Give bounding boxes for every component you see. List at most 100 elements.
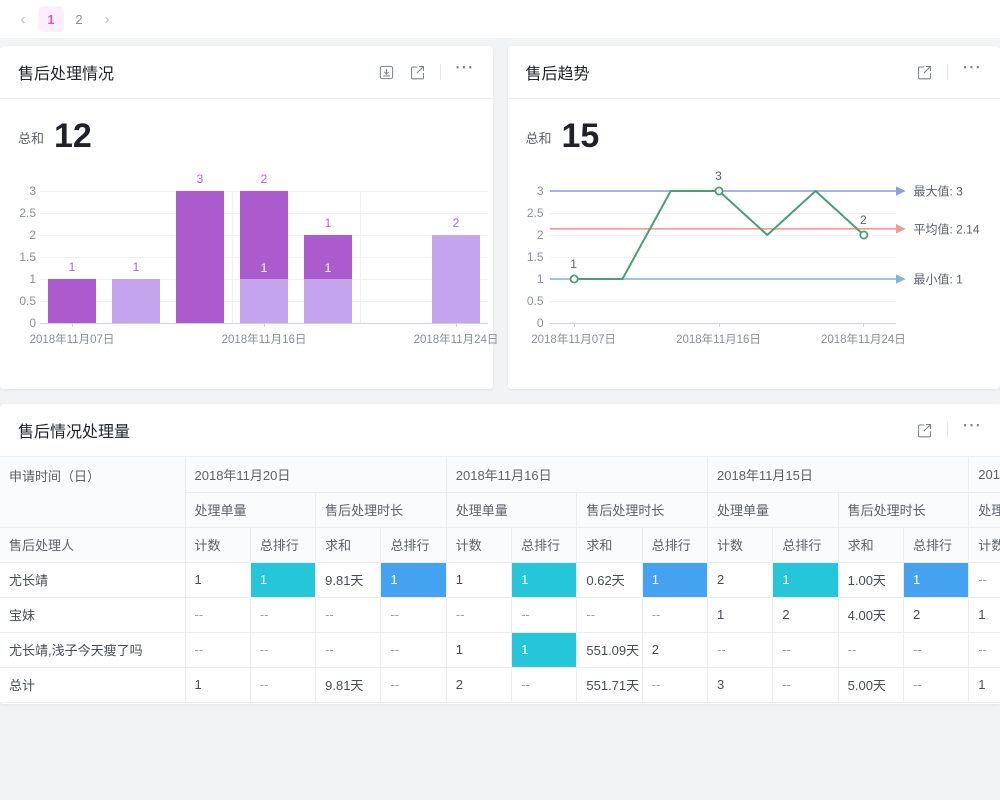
bar-segment-dark[interactable] xyxy=(176,191,224,323)
y-tick-label: 1 xyxy=(29,272,36,286)
table-sub-header[interactable]: 总排行 xyxy=(250,527,317,563)
table-metric-header[interactable]: 处理单量 xyxy=(446,492,578,528)
table-cell: -- xyxy=(185,632,251,668)
table-cell: -- xyxy=(838,632,904,668)
table-cell-highlighted: 1 xyxy=(250,562,317,598)
table-sub-header[interactable]: 求和 xyxy=(315,527,382,563)
table-row[interactable]: 尤长靖,浅子今天瘦了吗 -- -- -- -- 1 1 551.09天 2 -- -- -- -- -- xyxy=(0,632,1000,668)
table-date-group-header[interactable]: 2018年11月15日 xyxy=(707,457,970,493)
bar-stack[interactable] xyxy=(112,279,160,323)
x-tick-label: 2018年11月24日 xyxy=(413,334,499,346)
bar-stack[interactable] xyxy=(176,191,224,323)
gridline xyxy=(549,235,896,236)
table-cell-highlighted: 1 xyxy=(511,632,578,668)
table-sub-header[interactable]: 求和 xyxy=(576,527,643,563)
table-metric-header[interactable]: 售后处理时长 xyxy=(576,492,708,528)
table-cell: -- xyxy=(968,562,1000,598)
table-row-label: 尤长靖 xyxy=(0,562,186,598)
table-cell: 1.00天 xyxy=(838,562,904,598)
table-row[interactable]: 总计 1 -- 9.81天 -- 2 -- 551.71天 -- 3 -- 5.00天 -- 1 xyxy=(0,667,1000,703)
table-row-label: 总计 xyxy=(0,667,186,703)
kpi-label: 总和 xyxy=(18,131,45,146)
chevron-right-icon[interactable]: › xyxy=(104,10,110,28)
table-cell: 551.09天 xyxy=(576,632,643,668)
table-scroll-area[interactable]: 申请时间（日） 2018年11月20日 2018年11月16日 2018年11月15日… xyxy=(0,457,1000,703)
table-sub-header[interactable]: 计数 xyxy=(446,527,513,563)
table-cell: 1 xyxy=(446,562,513,598)
bar-segment-light[interactable] xyxy=(112,279,160,323)
data-point[interactable] xyxy=(858,230,868,240)
data-point[interactable] xyxy=(713,186,723,196)
table-sub-header[interactable]: 求和 xyxy=(838,527,904,563)
external-link-icon[interactable] xyxy=(916,64,933,81)
bar-stack[interactable] xyxy=(432,235,480,323)
table-metric-header[interactable]: 处理单量 xyxy=(707,492,839,528)
table-date-group-header[interactable]: 2018 xyxy=(968,457,1000,493)
y-axis: 0 0.5 1 1.5 2 2.5 3 xyxy=(508,163,544,353)
table-sub-header[interactable]: 总排行 xyxy=(380,527,447,563)
data-point-label: 3 xyxy=(715,169,722,183)
line-chart-svg xyxy=(549,186,906,284)
y-tick-label: 0.5 xyxy=(19,294,36,308)
y-tick-label: 1.5 xyxy=(526,250,544,264)
bar-segment-light[interactable] xyxy=(432,235,480,323)
table-cell: -- xyxy=(380,632,447,668)
bar-segment-dark[interactable]: 1 xyxy=(240,191,288,279)
table-sub-header[interactable]: 计数 xyxy=(968,527,1000,563)
bar-stack[interactable]: 1 xyxy=(240,191,288,323)
data-point-label: 1 xyxy=(570,257,577,271)
bar-segment-dark[interactable] xyxy=(48,279,96,323)
table-metric-header[interactable]: 售后处理时长 xyxy=(838,492,970,528)
divider xyxy=(947,422,948,438)
external-link-icon[interactable] xyxy=(916,422,933,439)
line-series[interactable] xyxy=(573,189,865,280)
table-sub-header[interactable]: 计数 xyxy=(707,527,774,563)
table-metric-header[interactable]: 售后处理时长 xyxy=(315,492,447,528)
table-row[interactable]: 尤长靖 1 1 9.81天 1 1 1 0.62天 1 2 1 1.00天 1 -- xyxy=(0,562,1000,598)
reference-line-label: 平均值: 2.14 xyxy=(913,222,980,237)
pagination-page-2[interactable]: 2 xyxy=(75,11,83,27)
bar-inner-label: 1 xyxy=(324,261,332,275)
table-cell: 1 xyxy=(185,562,251,598)
pagination: ‹ 1 2 › xyxy=(0,0,1000,38)
table-row-label: 宝妹 xyxy=(0,597,186,633)
x-tick-label: 2018年11月16日 xyxy=(676,334,761,346)
table-date-group-header[interactable]: 2018年11月16日 xyxy=(446,457,709,493)
bar-segment-dark[interactable]: 1 xyxy=(304,235,352,279)
table-cell: -- xyxy=(315,632,382,668)
table-sub-header[interactable]: 总排行 xyxy=(903,527,970,563)
download-icon[interactable] xyxy=(378,64,395,81)
bar-stack[interactable]: 1 xyxy=(304,235,352,323)
table-sub-header[interactable]: 计数 xyxy=(185,527,251,563)
table-sub-header[interactable]: 总排行 xyxy=(772,527,839,563)
chevron-left-icon[interactable]: ‹ xyxy=(20,10,26,28)
table-metric-header[interactable]: 处理单 xyxy=(968,492,1000,528)
table-cell: 551.71天 xyxy=(576,667,643,703)
bar-segment-light[interactable] xyxy=(304,279,352,323)
external-link-icon[interactable] xyxy=(409,64,426,81)
data-point[interactable] xyxy=(569,274,579,284)
table-sub-header[interactable]: 总排行 xyxy=(511,527,578,563)
y-tick-label: 3 xyxy=(536,184,544,198)
table-cell: -- xyxy=(380,667,447,703)
bar-segment-light[interactable] xyxy=(240,279,288,323)
table-row[interactable]: 宝妹 -- -- -- -- -- -- -- -- 1 2 4.00天 2 1 xyxy=(0,597,1000,633)
card-header: 售后趋势 ⋯ xyxy=(507,46,1000,99)
kpi-value: 12 xyxy=(54,117,92,155)
more-icon[interactable]: ⋯ xyxy=(454,57,475,78)
bar-stack[interactable] xyxy=(48,279,96,323)
table-date-group-header[interactable]: 2018年11月20日 xyxy=(185,457,447,493)
more-icon[interactable]: ⋯ xyxy=(962,415,982,436)
table-cell: 1 xyxy=(707,597,774,633)
table-metric-header[interactable]: 处理单量 xyxy=(185,492,317,528)
card-header-actions: ⋯ xyxy=(916,57,982,81)
pagination-page-1[interactable]: 1 xyxy=(38,6,64,32)
table-header-row-dates: 申请时间（日） 2018年11月20日 2018年11月16日 2018年11月15日… xyxy=(0,457,1000,528)
table-cell: 9.81天 xyxy=(315,562,382,598)
card-header-actions: ⋯ xyxy=(378,57,475,81)
bar-value-label: 1 xyxy=(132,260,140,274)
more-icon[interactable]: ⋯ xyxy=(962,57,982,78)
table-cell: -- xyxy=(511,667,578,703)
card-title: 售后处理情况 xyxy=(18,66,115,83)
table-sub-header[interactable]: 总排行 xyxy=(642,527,709,563)
